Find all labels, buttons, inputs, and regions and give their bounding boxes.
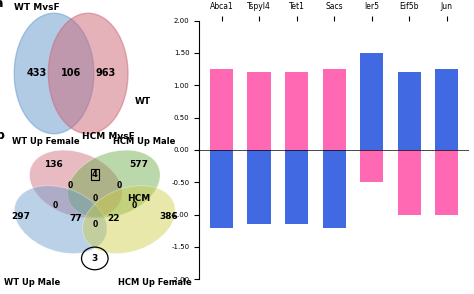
Text: 22: 22 [108,213,120,223]
Text: WT Up Male: WT Up Male [4,278,60,287]
Text: b: b [0,129,5,142]
Text: 297: 297 [11,212,30,221]
Bar [285,72,308,150]
Text: 77: 77 [70,213,82,223]
Text: WT MvsF: WT MvsF [14,3,60,12]
Ellipse shape [67,150,160,218]
Text: 0: 0 [117,181,122,190]
Text: a: a [0,0,3,10]
Text: HCM Up Male: HCM Up Male [113,137,175,146]
Text: WT: WT [134,97,150,106]
Text: 4: 4 [92,170,98,179]
Text: 386: 386 [159,212,178,221]
Text: WT Up Female: WT Up Female [12,137,79,146]
Bar [398,150,421,215]
Text: 136: 136 [44,160,63,169]
Ellipse shape [82,186,175,253]
Ellipse shape [14,13,94,134]
Bar [360,150,383,182]
Text: 0: 0 [92,194,98,203]
Text: 106: 106 [61,69,81,78]
Bar [322,150,346,228]
Bar [360,53,383,150]
Ellipse shape [48,13,128,134]
Text: 0: 0 [92,220,98,229]
Text: 0: 0 [67,181,73,190]
Bar [398,72,421,150]
Bar [247,150,271,224]
Ellipse shape [29,150,122,218]
Bar [247,72,271,150]
Bar [210,150,233,228]
Text: 3: 3 [91,254,98,263]
Text: 963: 963 [95,69,115,78]
Text: 0: 0 [52,201,58,210]
Text: HCM: HCM [127,194,150,203]
Bar [322,69,346,150]
Text: 577: 577 [129,160,148,169]
Text: HCM MvsF: HCM MvsF [82,132,135,141]
Bar [435,69,458,150]
Text: HCM Up Female: HCM Up Female [118,278,191,287]
Bar [435,150,458,215]
Text: 0: 0 [132,201,137,210]
Bar [285,150,308,224]
Text: 433: 433 [27,69,47,78]
Ellipse shape [14,186,107,253]
Bar [210,69,233,150]
